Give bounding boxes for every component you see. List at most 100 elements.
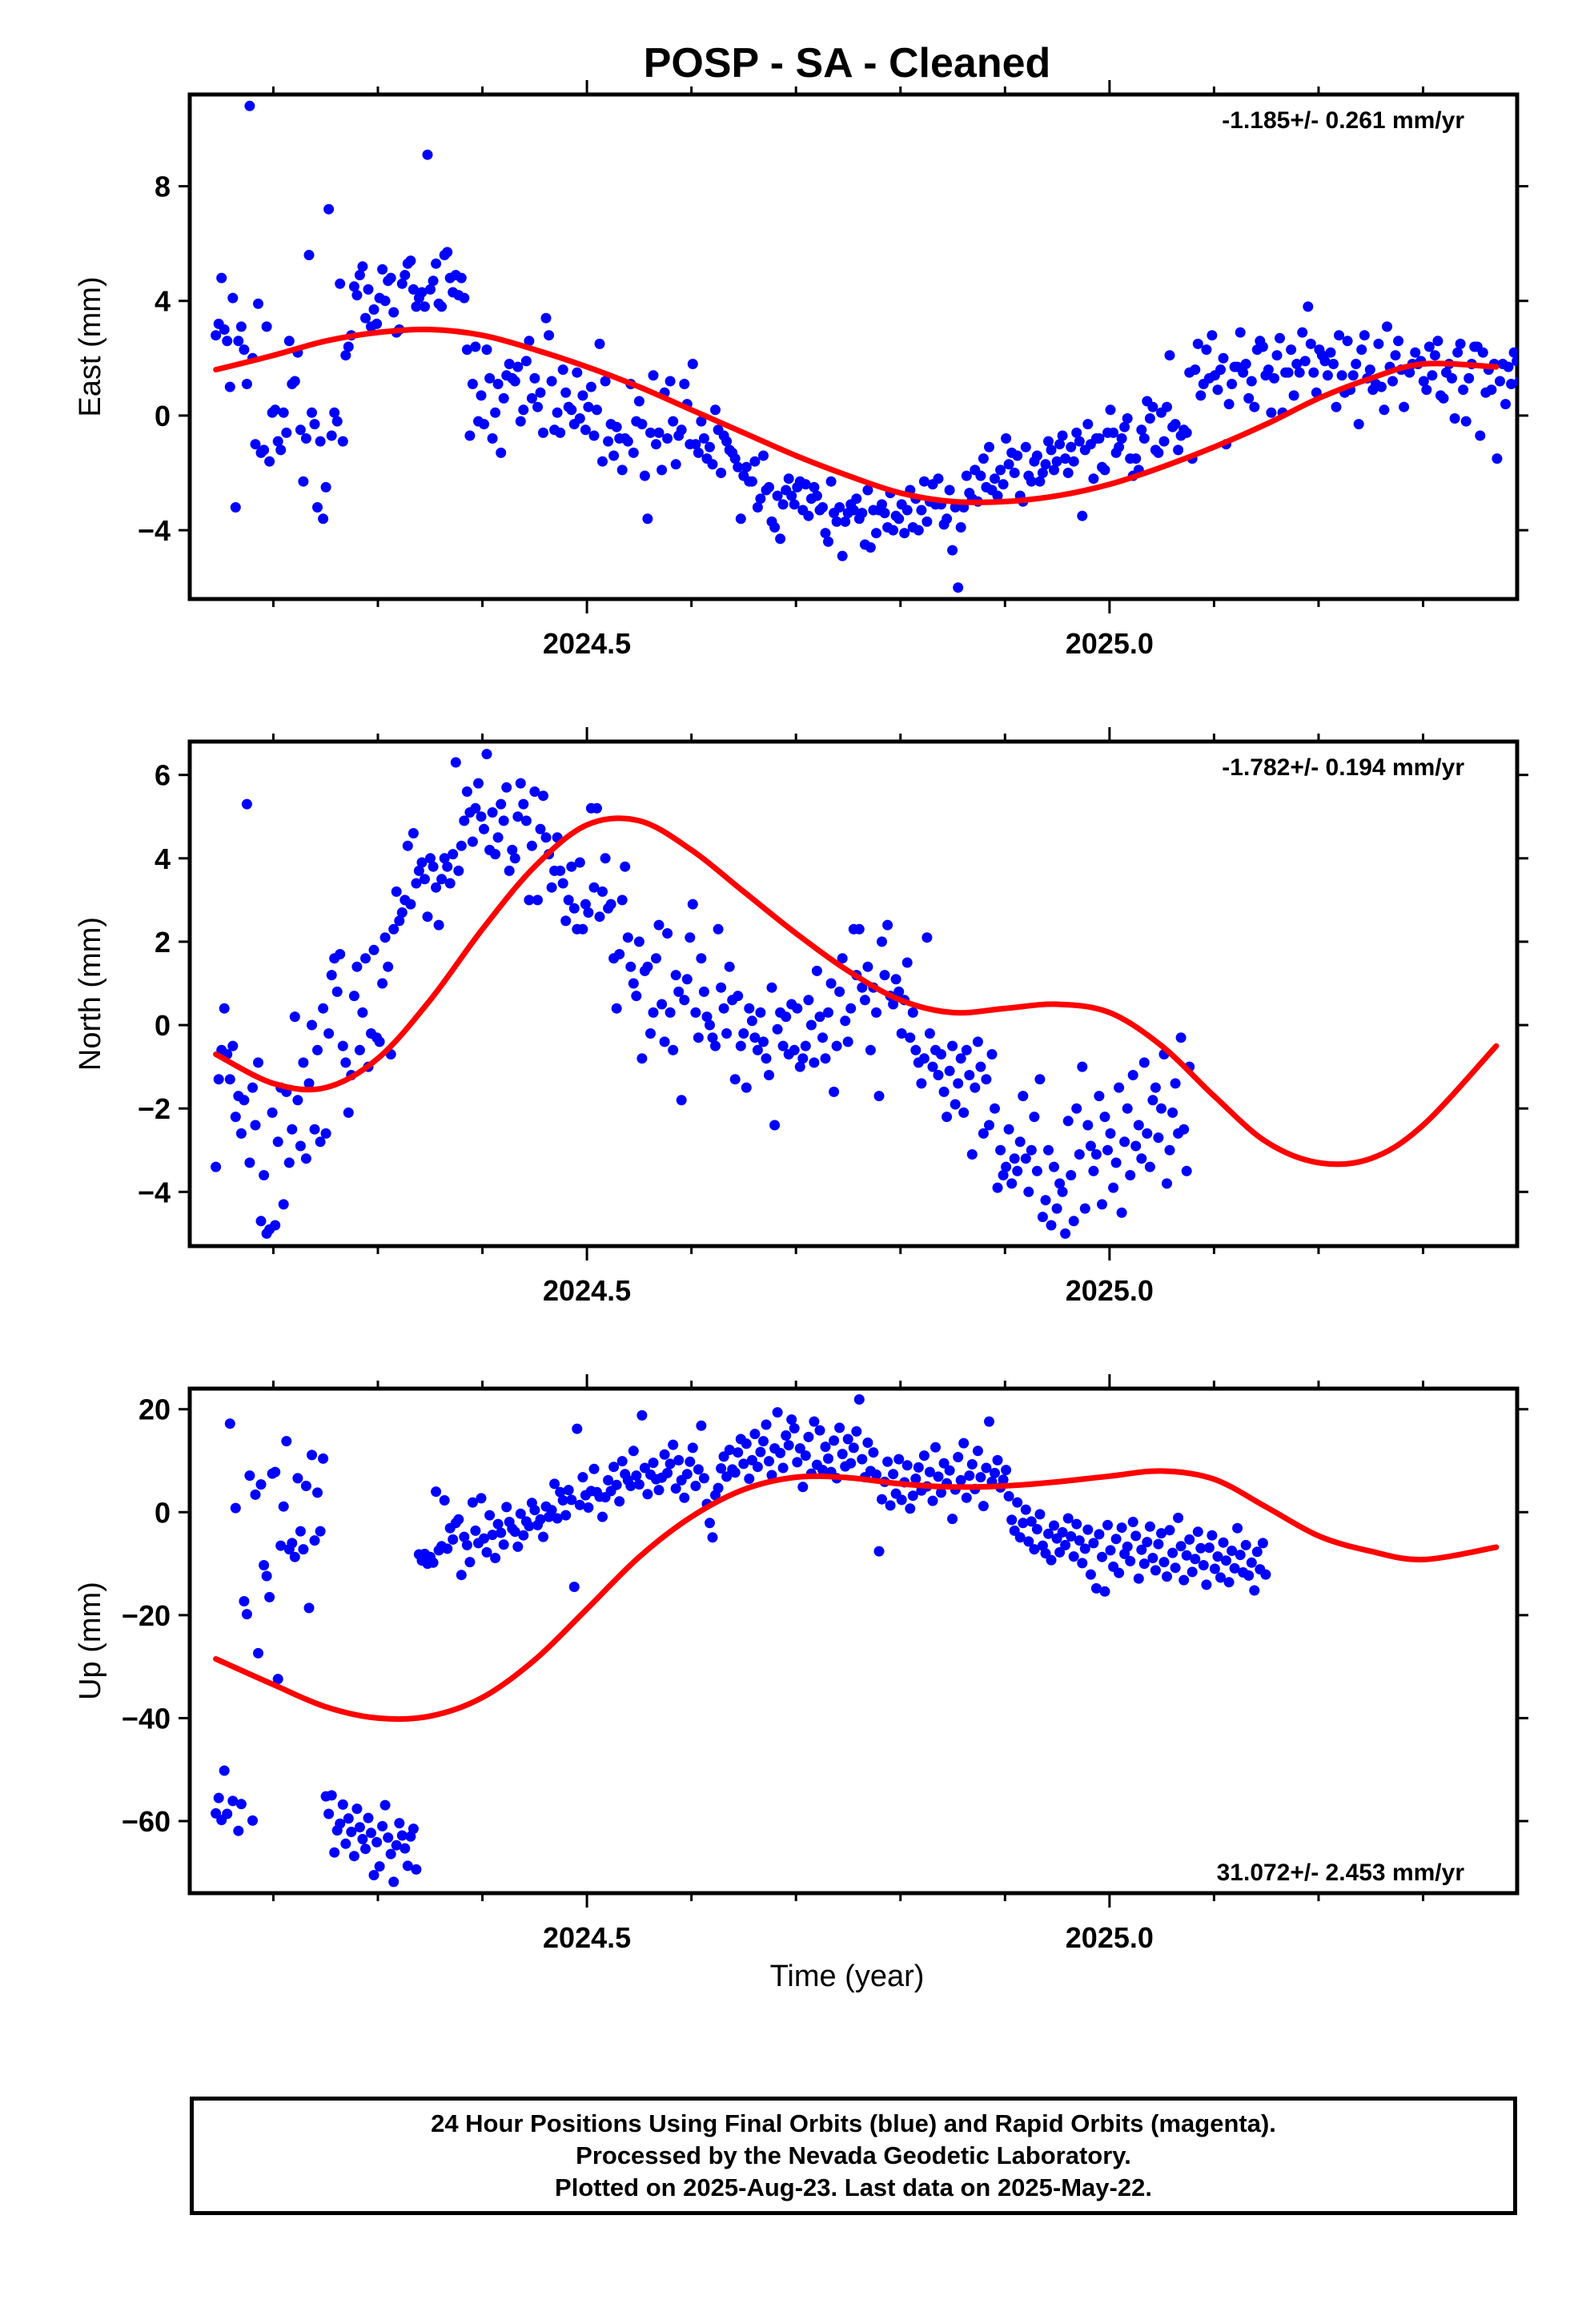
up-data-point [261, 1570, 272, 1582]
north-data-point [1147, 1095, 1158, 1106]
east-data-point [320, 481, 331, 493]
east-data-point [360, 312, 371, 324]
east-data-point [1240, 359, 1251, 369]
north-data-point [1068, 1216, 1079, 1227]
north-data-point [453, 865, 464, 876]
east-data-point [1387, 376, 1398, 387]
up-data-point [998, 1474, 1009, 1486]
north-data-point [1130, 1140, 1142, 1152]
up-data-point [608, 1462, 620, 1473]
east-data-point [222, 336, 233, 347]
east-data-point [1031, 450, 1042, 461]
up-data-point [588, 1463, 600, 1474]
north-data-point [651, 953, 661, 964]
east-data-point [307, 407, 317, 418]
east-data-point [1523, 370, 1533, 380]
east-data-point [755, 493, 766, 505]
north-data-point [766, 982, 777, 993]
north-data-point [953, 1078, 964, 1089]
up-data-point [829, 1435, 840, 1446]
up-data-point [693, 1464, 704, 1475]
east-data-point [283, 336, 295, 347]
north-data-point [1077, 1061, 1088, 1072]
east-data-point [998, 479, 1009, 490]
north-data-point [685, 932, 696, 943]
east-data-point [639, 470, 650, 481]
east-data-point [272, 436, 283, 447]
up-data-point [1046, 1554, 1057, 1566]
north-data-point [817, 1032, 828, 1043]
north-data-point [512, 811, 524, 822]
north-data-point [668, 1044, 679, 1055]
east-data-point [309, 419, 320, 430]
up-data-point [300, 1481, 311, 1491]
up-data-point [329, 1847, 340, 1858]
east-data-point [1009, 468, 1020, 478]
east-data-point [535, 387, 546, 398]
east-data-point [783, 473, 794, 485]
east-data-point [479, 419, 489, 430]
east-data-point [716, 468, 727, 478]
up-data-point [1012, 1497, 1023, 1508]
east-data-point [583, 401, 594, 412]
east-data-point [995, 464, 1006, 476]
up-data-point [470, 1525, 481, 1536]
north-data-point [721, 1028, 733, 1039]
east-data-point [721, 436, 733, 447]
up-data-point [868, 1447, 879, 1458]
east-data-point [1432, 336, 1443, 347]
up-data-point [1029, 1544, 1040, 1555]
north-data-point [323, 1028, 335, 1039]
east-data-point [431, 258, 442, 269]
east-data-point [1238, 367, 1249, 378]
up-data-point [1068, 1551, 1079, 1562]
up-data-point [814, 1425, 825, 1436]
up-data-point [318, 1453, 329, 1464]
east-data-point [481, 344, 492, 356]
east-data-point [893, 513, 905, 525]
north-panel: −4 −2 0 2 4 6 2024.5 2025.0 North (mm) -1.782+/- … [74, 727, 1528, 1307]
east-data-point [1001, 433, 1012, 444]
east-data-point [811, 490, 822, 501]
east-data-point [512, 361, 524, 372]
north-data-point [391, 886, 402, 897]
north-data-point [448, 849, 459, 860]
east-data-point [1046, 444, 1057, 456]
up-data-point [1020, 1504, 1031, 1515]
up-data-point [309, 1535, 320, 1546]
east-data-point [1130, 453, 1142, 464]
up-data-point [239, 1596, 250, 1606]
east-data-point [1503, 361, 1514, 372]
up-data-point [642, 1489, 653, 1500]
north-data-point [972, 1036, 983, 1047]
east-data-point [540, 312, 552, 324]
north-data-point [995, 1144, 1006, 1156]
north-data-point [710, 1040, 721, 1051]
up-data-point [509, 1526, 520, 1538]
north-data-point [873, 1091, 885, 1102]
up-data-point [1102, 1519, 1113, 1530]
east-data-point [484, 372, 496, 384]
north-data-point [628, 978, 639, 989]
up-data-point [371, 1836, 383, 1848]
up-data-point [512, 1541, 524, 1552]
up-data-point [1085, 1569, 1096, 1580]
east-data-point [546, 376, 557, 387]
north-data-point [659, 1036, 670, 1047]
up-data-point [400, 1843, 411, 1854]
up-data-point [1178, 1574, 1190, 1586]
east-data-point [676, 424, 687, 436]
north-data-point [811, 965, 822, 976]
east-data-point [662, 433, 673, 444]
east-data-point [984, 441, 994, 452]
east-data-point [1099, 464, 1110, 476]
up-data-point [673, 1454, 685, 1466]
east-data-point [1266, 407, 1277, 418]
up-y-tick-label: 0 [155, 1496, 171, 1529]
north-data-point [1153, 1132, 1164, 1144]
north-data-point [526, 840, 537, 851]
north-data-point [645, 1028, 656, 1039]
east-data-point [1094, 433, 1105, 444]
east-data-point [351, 290, 363, 301]
